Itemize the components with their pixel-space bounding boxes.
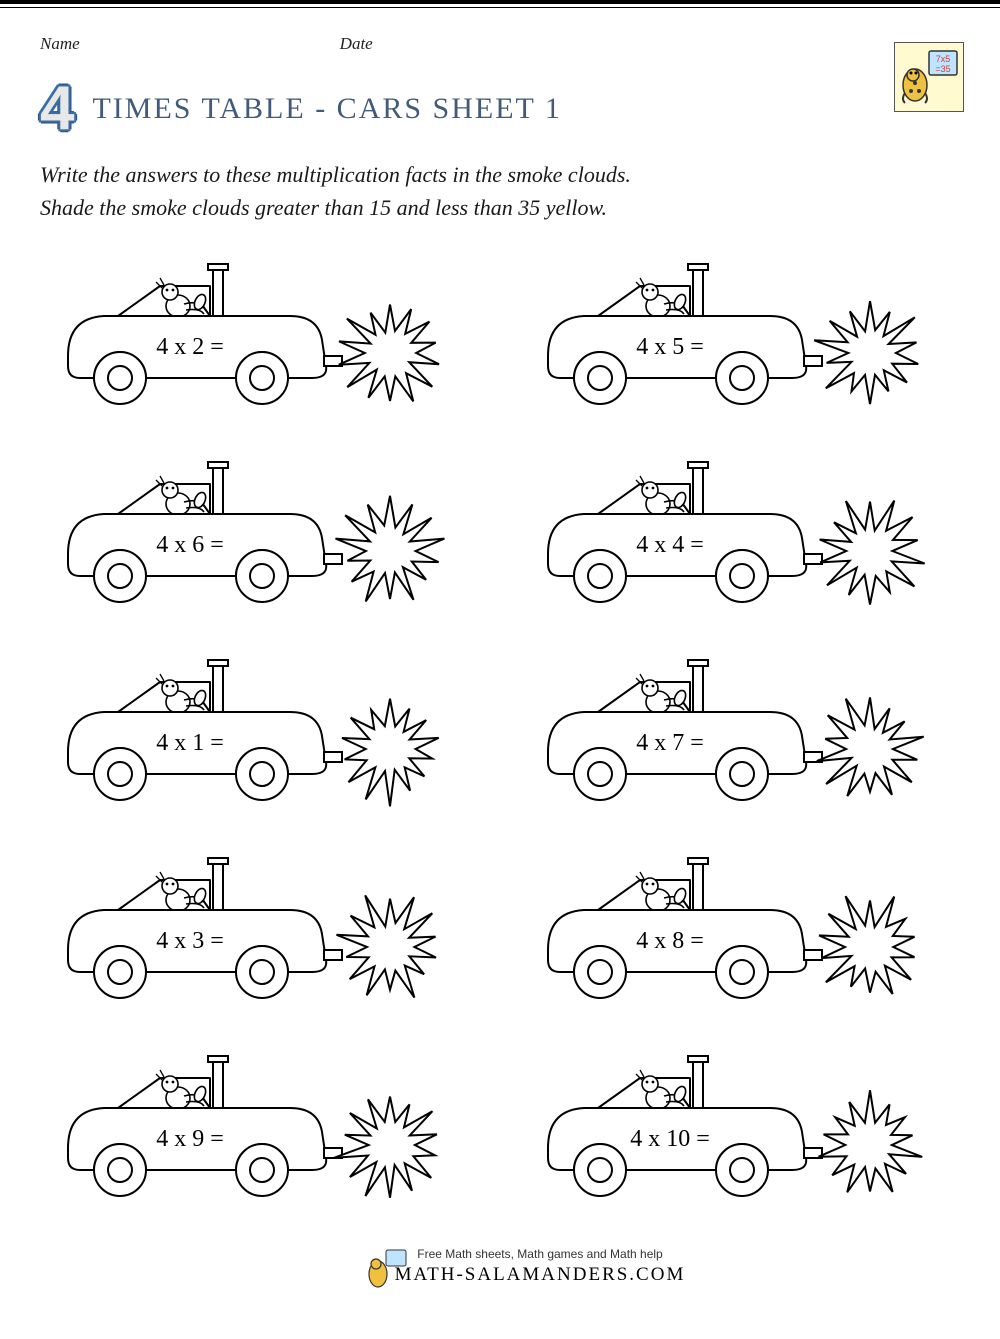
car-problem-icon: 4 x 7 = — [530, 654, 935, 812]
car-problem: 4 x 7 = — [530, 654, 950, 812]
svg-text:7x5: 7x5 — [936, 54, 951, 64]
header-row: Name Date — [40, 34, 960, 54]
problem-expression: 4 x 3 = — [156, 928, 224, 954]
car-problem-icon: 4 x 1 = — [50, 654, 455, 812]
car-problem-icon: 4 x 5 = — [530, 258, 935, 416]
car-problem: 4 x 10 = — [530, 1050, 950, 1208]
car-problem-icon: 4 x 10 = — [530, 1050, 935, 1208]
worksheet-page: Name Date 4 TIMES TABLE - CARS SHEET 1 7… — [0, 0, 1000, 1339]
problem-expression: 4 x 8 = — [636, 928, 704, 954]
car-problem: 4 x 4 = — [530, 456, 950, 614]
car-problem: 4 x 6 = — [50, 456, 470, 614]
car-problem: 4 x 8 = — [530, 852, 950, 1010]
problem-expression: 4 x 1 = — [156, 730, 224, 756]
date-label: Date — [340, 34, 373, 54]
problem-expression: 4 x 7 = — [636, 730, 704, 756]
problems-grid: 4 x 2 = 4 x 5 = — [40, 258, 960, 1208]
car-problem-icon: 4 x 4 = — [530, 456, 935, 614]
instruction-line-1: Write the answers to these multiplicatio… — [40, 158, 960, 191]
car-problem-icon: 4 x 6 = — [50, 456, 455, 614]
instruction-line-2: Shade the smoke clouds greater than 15 a… — [40, 191, 960, 224]
salamander-logo-icon: 7x5 =35 — [894, 42, 964, 112]
car-problem: 4 x 2 = — [50, 258, 470, 416]
car-problem: 4 x 5 = — [530, 258, 950, 416]
title-row: 4 TIMES TABLE - CARS SHEET 1 7x5 =35 — [40, 78, 960, 140]
name-label: Name — [40, 34, 80, 54]
car-problem-icon: 4 x 2 = — [50, 258, 455, 416]
problem-expression: 4 x 2 = — [156, 334, 224, 360]
instructions: Write the answers to these multiplicatio… — [40, 158, 960, 224]
problem-expression: 4 x 5 = — [636, 334, 704, 360]
car-problem: 4 x 3 = — [50, 852, 470, 1010]
car-problem-icon: 4 x 9 = — [50, 1050, 455, 1208]
problem-expression: 4 x 9 = — [156, 1126, 224, 1152]
svg-text:=35: =35 — [935, 64, 950, 74]
problem-expression: 4 x 6 = — [156, 532, 224, 558]
car-problem-icon: 4 x 3 = — [50, 852, 455, 1010]
svg-text:MATH-SALAMANDERS.COM: MATH-SALAMANDERS.COM — [395, 1264, 686, 1285]
car-problem: 4 x 9 = — [50, 1050, 470, 1208]
problem-expression: 4 x 4 = — [636, 532, 704, 558]
car-problem: 4 x 1 = — [50, 654, 470, 812]
problem-expression: 4 x 10 = — [630, 1126, 710, 1152]
footer-logo-icon: Free Math sheets, Math games and Math he… — [280, 1244, 720, 1294]
title-text: TIMES TABLE - CARS SHEET 1 — [92, 92, 561, 126]
car-problem-icon: 4 x 8 = — [530, 852, 935, 1010]
footer: Free Math sheets, Math games and Math he… — [40, 1244, 960, 1319]
svg-text:Free Math sheets, Math games a: Free Math sheets, Math games and Math he… — [417, 1247, 663, 1261]
title-number: 4 — [40, 78, 74, 140]
